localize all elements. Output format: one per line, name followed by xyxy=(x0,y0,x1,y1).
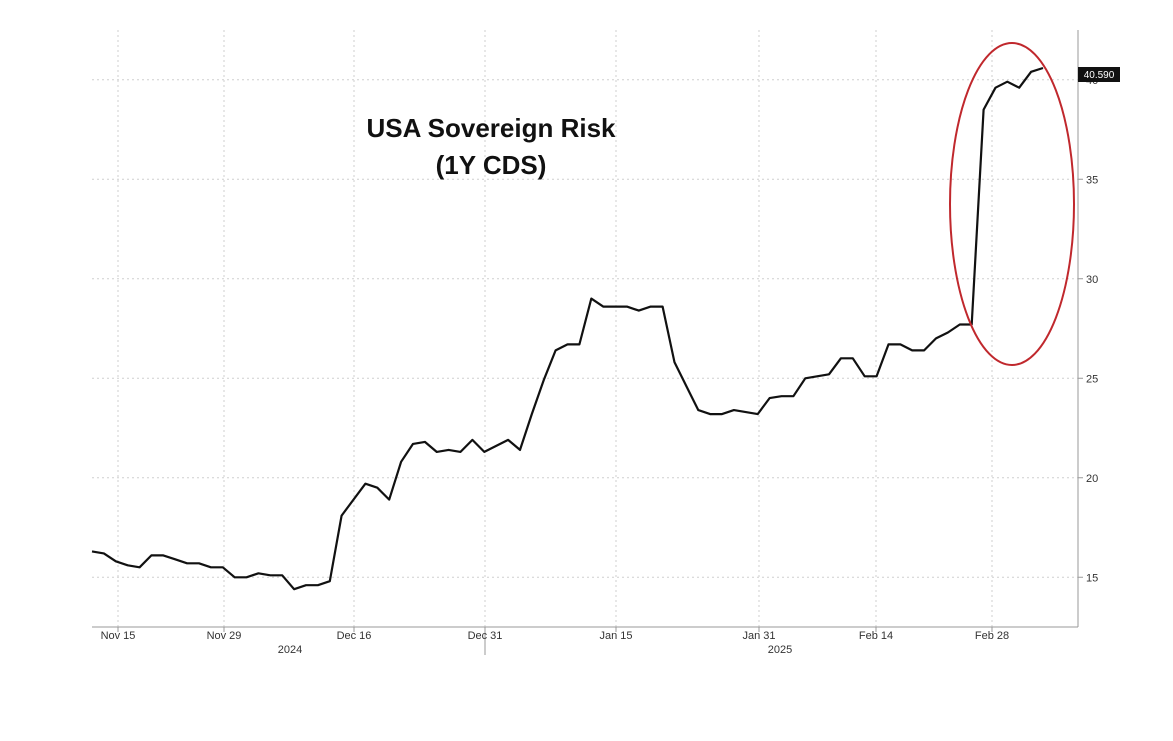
y-tick-label: 30 xyxy=(1086,274,1098,286)
x-tick-label: Dec 16 xyxy=(337,630,372,642)
x-tick-label: Jan 15 xyxy=(599,630,632,642)
x-year-label: 2025 xyxy=(768,644,792,656)
last-value-box xyxy=(1078,67,1120,82)
x-tick-label: Nov 15 xyxy=(101,630,136,642)
highlight-ellipse xyxy=(949,42,1075,366)
y-tick-label: 35 xyxy=(1086,174,1098,186)
series-line-cds xyxy=(91,66,1044,591)
chart-title: USA Sovereign Risk xyxy=(366,113,616,143)
y-tick-label: 25 xyxy=(1086,373,1098,385)
y-tick-label: 20 xyxy=(1086,473,1098,485)
x-tick-label: Nov 29 xyxy=(207,630,242,642)
chart-subtitle: (1Y CDS) xyxy=(436,150,547,180)
horizontal-gridlines xyxy=(92,79,1078,578)
x-axis-ticks: Nov 15 Nov 29 Dec 16 Dec 31 Jan 15 Jan 31 Feb … xyxy=(101,627,1009,642)
x-axis-year-labels: 2024 2025 xyxy=(278,644,792,656)
x-tick-label: Dec 31 xyxy=(468,630,503,642)
x-tick-label: Feb 28 xyxy=(975,630,1009,642)
x-tick-label: Jan 31 xyxy=(742,630,775,642)
last-value-label: 40.590 xyxy=(1084,70,1115,81)
x-tick-label: Feb 14 xyxy=(859,630,893,642)
x-year-label: 2024 xyxy=(278,644,302,656)
y-tick-label: 15 xyxy=(1086,572,1098,584)
last-value-badge: 40.590 xyxy=(1078,67,1120,82)
